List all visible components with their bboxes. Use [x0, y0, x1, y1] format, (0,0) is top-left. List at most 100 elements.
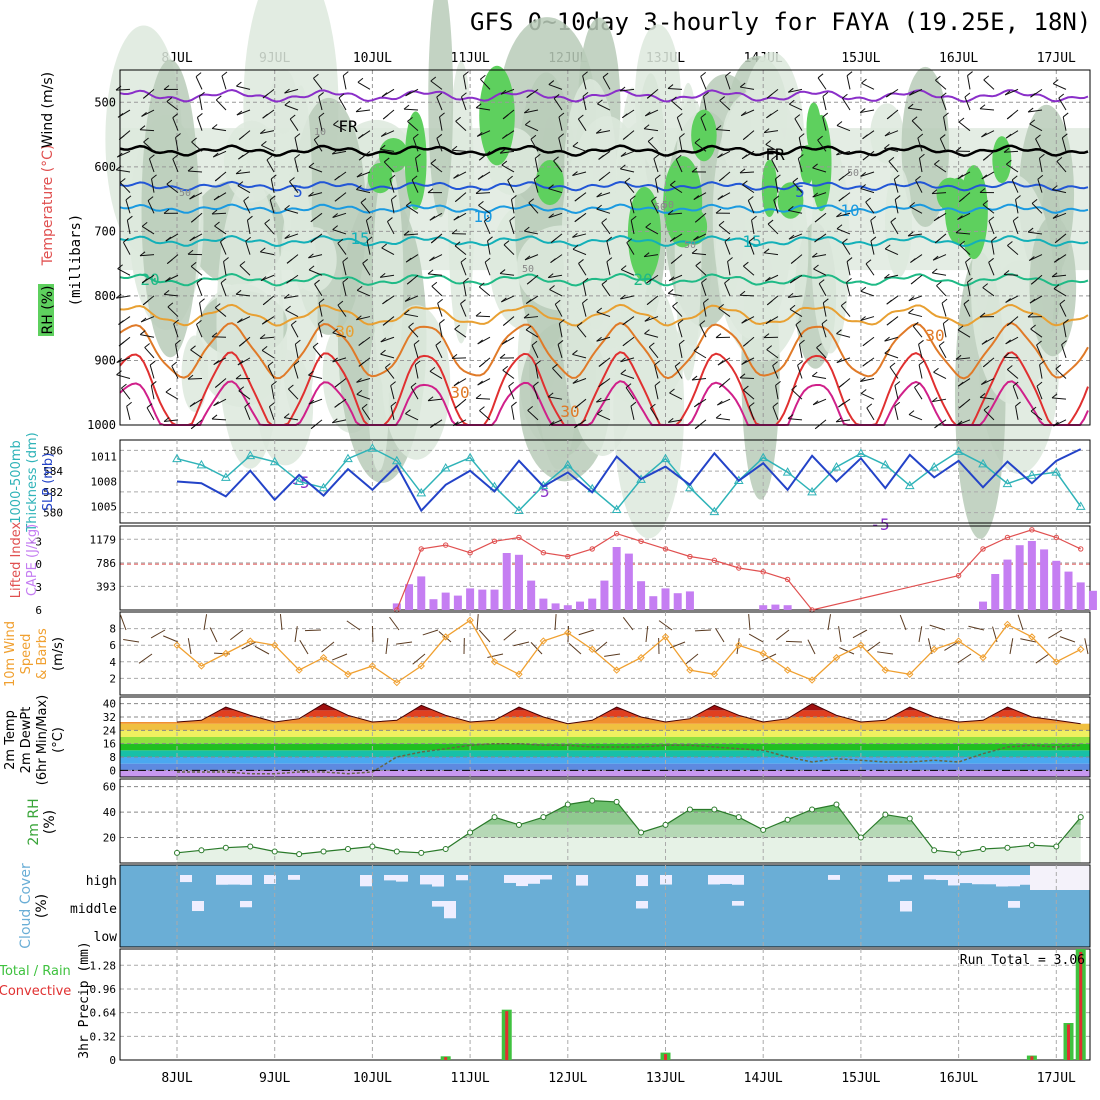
day-label-bottom: 8JUL: [161, 1071, 192, 1086]
rh-shade: [1029, 216, 1076, 357]
wind-tick: 8: [109, 623, 116, 636]
cloud-mid-cell: [1008, 901, 1020, 908]
wind-axis-label: 10m Wind: [3, 621, 18, 687]
cape-bar: [600, 581, 608, 610]
cloud-high-cell: [1008, 875, 1020, 886]
cape-bar: [454, 596, 462, 610]
cape-bar: [979, 602, 987, 610]
contour-label: 15: [350, 229, 369, 248]
rh-point: [175, 850, 180, 855]
cloud-mid-cell: [636, 901, 648, 908]
wind-barb: [1018, 615, 1023, 630]
rh-band: [120, 812, 1090, 825]
wind-barb: [716, 628, 724, 642]
rh-point: [565, 802, 570, 807]
temp-tick: 40: [103, 698, 116, 711]
cloud-high-cell: [456, 875, 468, 880]
cloud-high-cell: [288, 875, 300, 880]
rh-point: [1054, 844, 1059, 849]
cloud-high-cell: [516, 875, 528, 886]
wind-barb: [776, 630, 789, 640]
temp-axis-label: 2m DewPt: [19, 707, 34, 774]
wind-label: Wind (m/s): [40, 72, 56, 148]
rh-point: [1005, 845, 1010, 850]
slp-tick: 1011: [91, 451, 118, 464]
contour-label: FR: [338, 117, 358, 136]
wind-barb: [595, 642, 607, 652]
rh-point: [932, 848, 937, 853]
cape-bar: [1052, 561, 1060, 610]
temp-bands: [120, 697, 1090, 777]
cape-bar: [1016, 545, 1024, 610]
pressure-tick: 800: [94, 289, 116, 303]
day-label-bottom: 12JUL: [548, 1071, 587, 1086]
wind-barb: [396, 642, 412, 644]
cloud-axis-label: (%): [34, 894, 50, 918]
contour-label: 10: [473, 207, 492, 226]
contour-label: 50: [179, 188, 191, 199]
rh-point: [199, 848, 204, 853]
cape-tick: 786: [96, 557, 116, 570]
cape-bar: [429, 599, 437, 610]
cape-bar: [759, 605, 767, 610]
cloud-high-cell: [888, 875, 900, 882]
wind-barb: [839, 626, 841, 642]
contour-label: 10: [840, 201, 859, 220]
cloud-level-label: low: [94, 930, 118, 945]
precip-tick: 0.32: [90, 1030, 117, 1043]
rh-point: [883, 812, 888, 817]
wind-axis-label: Speed: [19, 634, 34, 675]
cape-bar: [515, 555, 523, 610]
wind-tick: 4: [109, 656, 116, 669]
cloud-mid-cell: [732, 901, 744, 906]
cloud-mid-cell: [240, 901, 252, 907]
wind-barb: [853, 630, 867, 638]
precip-tick: 0: [109, 1054, 116, 1067]
wind-barb: [579, 630, 594, 635]
temp-tick: 0: [109, 764, 116, 777]
wind-barb: [930, 625, 945, 630]
cloud-high-cell: [396, 875, 408, 882]
wind-barb: [151, 630, 165, 638]
cape-bar: [1040, 549, 1048, 610]
cloud-high-cell: [708, 875, 720, 884]
contour-label: 30: [925, 326, 944, 345]
contour-label: 30: [560, 402, 579, 421]
rh-shade: [279, 183, 318, 421]
rh-point: [468, 830, 473, 835]
day-label-top: 15JUL: [841, 51, 880, 66]
rh-point: [785, 817, 790, 822]
cloud-high-cell: [228, 875, 240, 885]
cape-tick: 393: [96, 580, 116, 593]
pressure-tick: 1000: [87, 418, 116, 432]
cape-bar: [991, 574, 999, 610]
rh-band: [120, 838, 1090, 863]
cape-li-panel: 1179786393-3036Lifted Index CAPE (J/kg): [9, 521, 1097, 617]
cape-bar: [625, 554, 633, 610]
wind-tick: 6: [109, 639, 116, 652]
contour-label: 50: [522, 264, 534, 275]
precip-convective-bar: [664, 1054, 667, 1060]
cloud-high-cell: [528, 875, 540, 884]
wind-barb: [372, 626, 373, 642]
day-label-bottom: 14JUL: [744, 1071, 783, 1086]
cloud-high-cell: [720, 875, 732, 884]
precip-tick: 0.64: [90, 1007, 117, 1020]
day-label-bottom: 17JUL: [1037, 1071, 1076, 1086]
cape-bar: [552, 603, 560, 610]
rh-point: [297, 852, 302, 857]
temp-axis-label: (6hr Min/Max): [35, 695, 50, 785]
cloud-high-cell: [972, 875, 984, 884]
rh-tick: 20: [103, 832, 116, 845]
wind-barb: [204, 614, 207, 630]
rh-point: [321, 849, 326, 854]
cloud-mid-cell: [192, 901, 204, 911]
wind-barb: [188, 638, 191, 654]
wind-barb: [332, 654, 347, 660]
wind-barb: [828, 614, 831, 630]
precip-convective-bar: [1079, 952, 1082, 1060]
precip-convective-bar: [1067, 1024, 1070, 1060]
lifted-index-point: [1079, 547, 1083, 551]
precip-axis-label: 3hr Precip (mm): [77, 941, 92, 1058]
